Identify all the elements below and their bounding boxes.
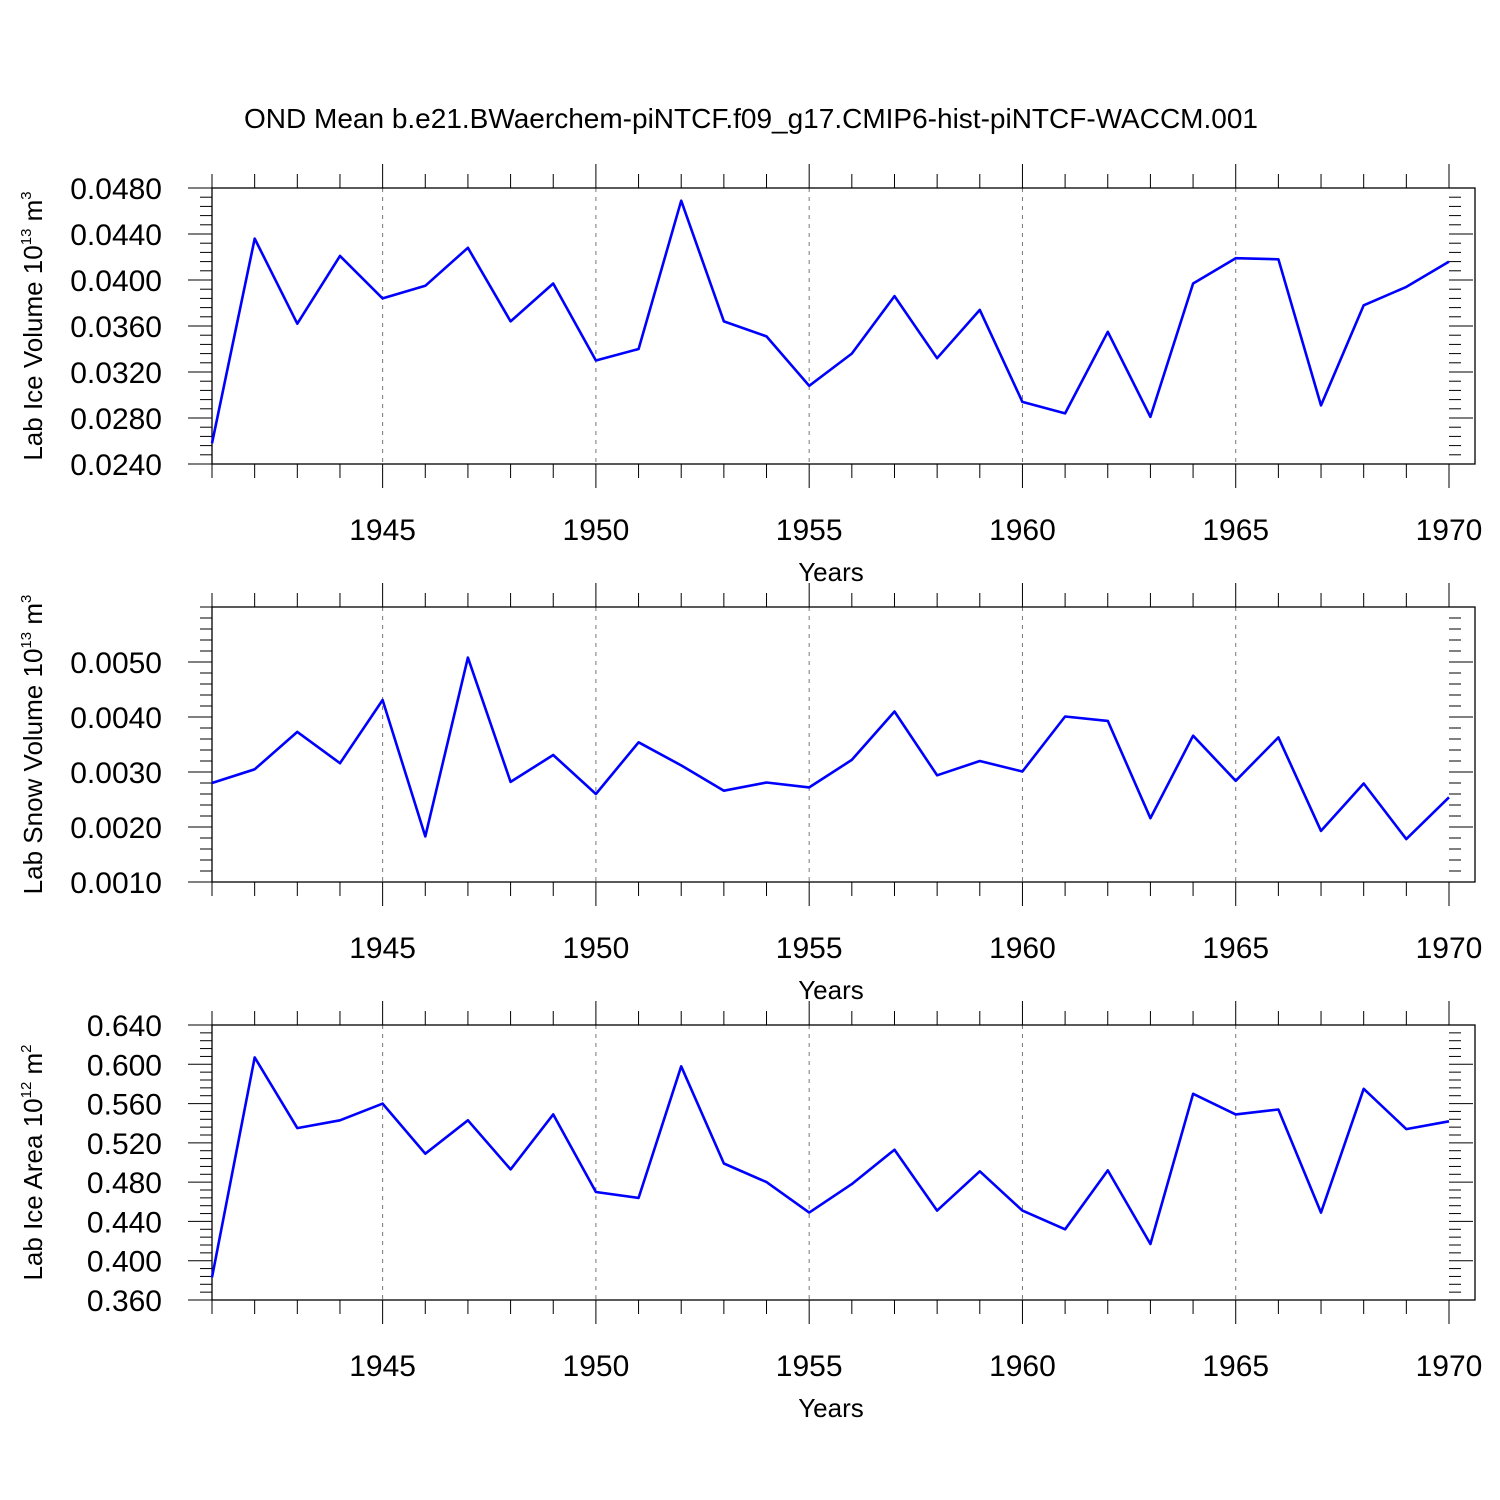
- y-tick-label: 0.640: [87, 1010, 162, 1043]
- x-axis-label: Years: [798, 1393, 864, 1423]
- y-tick-label: 0.0480: [70, 173, 162, 206]
- y-axis-label: Lab Ice Volume 1013 m3: [18, 191, 48, 460]
- x-axis-label: Years: [798, 975, 864, 1005]
- x-tick-label: 1950: [563, 1350, 630, 1383]
- y-axis-label: Lab Ice Area 1012 m2: [18, 1044, 48, 1280]
- y-tick-label: 0.560: [87, 1089, 162, 1122]
- y-tick-label: 0.400: [87, 1246, 162, 1279]
- y-tick-label: 0.0400: [70, 265, 162, 298]
- x-tick-label: 1955: [776, 514, 843, 547]
- x-tick-label: 1960: [989, 514, 1056, 547]
- x-tick-label: 1950: [563, 514, 630, 547]
- y-tick-label: 0.0360: [70, 311, 162, 344]
- y-tick-label: 0.0050: [70, 647, 162, 680]
- x-tick-label: 1970: [1416, 514, 1483, 547]
- y-tick-label: 0.0240: [70, 449, 162, 482]
- x-tick-label: 1970: [1416, 932, 1483, 965]
- y-tick-label: 0.520: [87, 1128, 162, 1161]
- x-tick-label: 1955: [776, 932, 843, 965]
- y-tick-label: 0.0040: [70, 702, 162, 735]
- y-tick-label: 0.0020: [70, 812, 162, 845]
- plot-frame: [211, 1024, 1476, 1301]
- y-tick-label: 0.0010: [70, 867, 162, 900]
- plot-frame: [211, 606, 1476, 883]
- series-line: [211, 656, 1450, 841]
- panel-1: 1945 1950 1955 1960 1965 1970 0.0240 0.0280 0.03…: [18, 164, 1482, 587]
- x-tick-label: 1965: [1202, 514, 1269, 547]
- x-tick-label: 1965: [1202, 1350, 1269, 1383]
- x-tick-label: 1950: [563, 932, 630, 965]
- x-tick-label: 1960: [989, 1350, 1056, 1383]
- figure-title: OND Mean b.e21.BWaerchem-piNTCF.f09_g17.…: [244, 103, 1258, 134]
- y-axis-label: Lab Snow Volume 1013 m3: [18, 595, 48, 895]
- y-tick-label: 0.600: [87, 1049, 162, 1082]
- x-tick-label: 1945: [349, 932, 416, 965]
- panel-3: 1945 1950 1955 1960 1965 1970 0.360 0.400 0.440 0…: [18, 1001, 1482, 1423]
- x-axis-label: Years: [798, 557, 864, 587]
- y-tick-label: 0.0440: [70, 219, 162, 252]
- x-tick-label: 1960: [989, 932, 1056, 965]
- y-tick-label: 0.360: [87, 1285, 162, 1318]
- plot-frame: [211, 187, 1476, 465]
- series-line: [210, 199, 1450, 444]
- series-line: [210, 1056, 1450, 1278]
- x-tick-label: 1970: [1416, 1350, 1483, 1383]
- panel-2: 1945 1950 1955 1960 1965 1970 0.0010 0.0020 0.00…: [18, 583, 1482, 1005]
- y-tick-label: 0.440: [87, 1206, 162, 1239]
- y-tick-label: 0.0280: [70, 403, 162, 436]
- y-tick-label: 0.0320: [70, 357, 162, 390]
- x-tick-label: 1965: [1202, 932, 1269, 965]
- y-tick-label: 0.480: [87, 1167, 162, 1200]
- x-tick-label: 1945: [349, 514, 416, 547]
- x-tick-label: 1955: [776, 1350, 843, 1383]
- y-tick-label: 0.0030: [70, 757, 162, 790]
- x-tick-label: 1945: [349, 1350, 416, 1383]
